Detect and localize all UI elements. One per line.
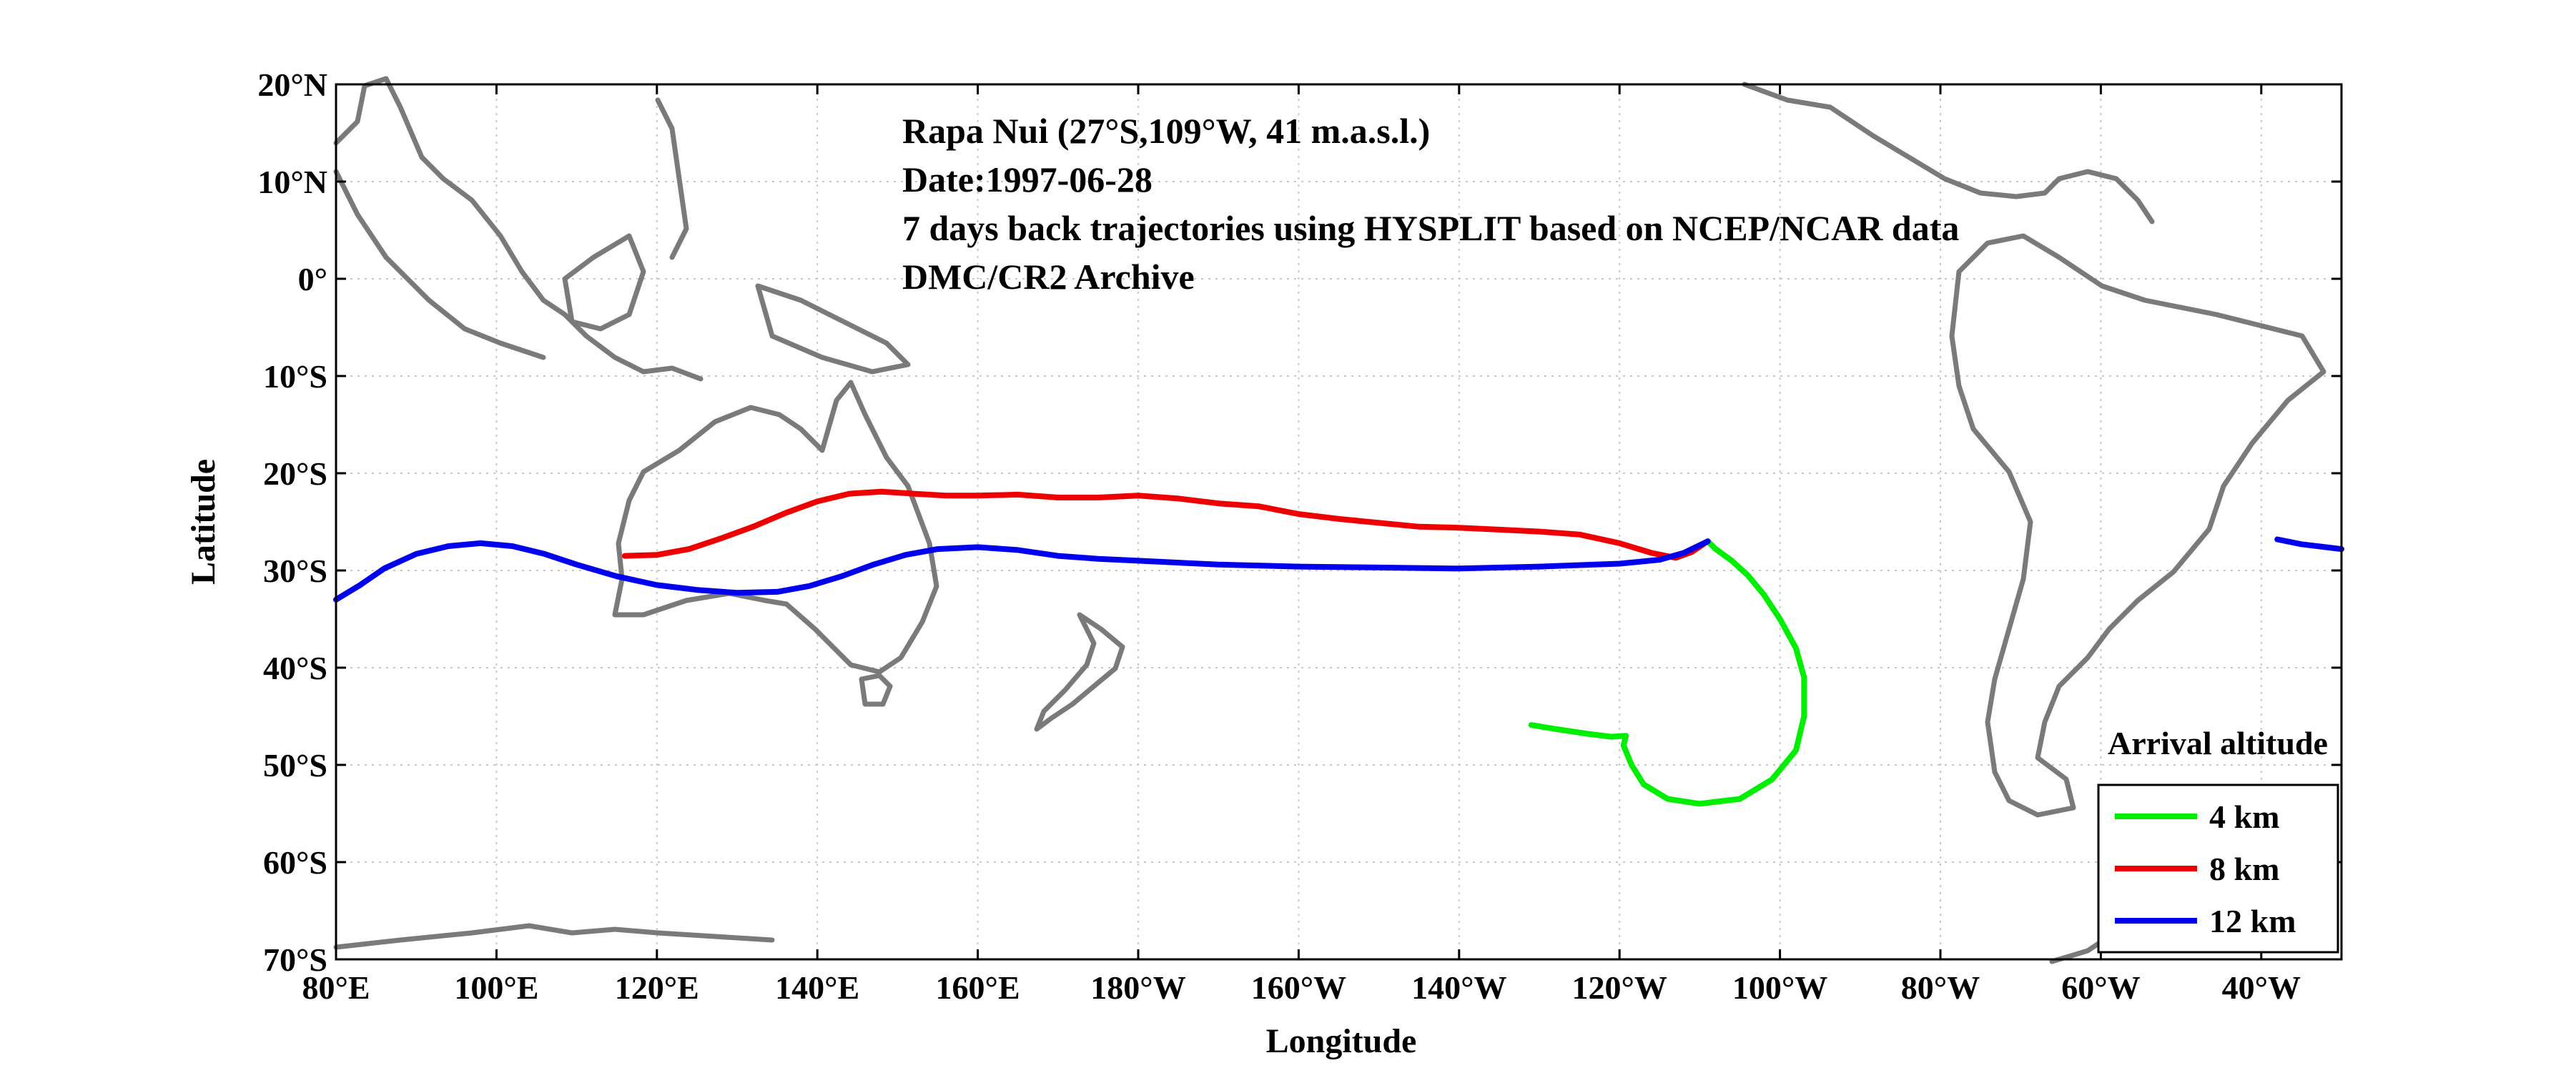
x-tick-label: 120°W [1571,969,1667,1006]
y-axis-label: Latitude [184,459,222,585]
legend-label-4km: 4 km [2209,798,2279,835]
legend: Arrival altitude 4 km 8 km 12 km [2097,725,2339,954]
trajectory-continuation-3 [2274,536,2344,553]
coastlines [333,76,2326,964]
x-tick-label: 100°W [1732,969,1827,1006]
annotation-station: Rapa Nui (27°S,109°W, 41 m.a.s.l.) [902,111,1430,151]
x-tick-label: 80°E [302,969,370,1006]
trajectory-4-km-0 [1528,538,1807,807]
x-axis-label: Longitude [1266,1022,1417,1060]
legend-label-12km: 12 km [2209,903,2296,939]
y-tick-label: 10°S [263,358,327,395]
annotation-method: 7 days back trajectories using HYSPLIT b… [902,208,1959,248]
annotation-date: Date:1997-06-28 [902,159,1153,199]
x-tick-label: 180°W [1090,969,1185,1006]
trajectory-8-km-1 [621,488,1711,561]
x-tick-label: 60°W [2061,969,2140,1006]
trajectory-12-km-2 [333,538,1711,603]
coastline-antarctica [333,923,775,950]
coastline-north-america [1742,81,2155,224]
x-tick-label: 40°W [2222,969,2301,1006]
annotation-archive: DMC/CR2 Archive [902,257,1195,297]
x-tick-label: 140°E [775,969,859,1006]
y-tick-label: 10°N [257,164,327,200]
tick-labels: 80°E 100°E 120°E 140°E 160°E 180°W 160°W 140°W 1… [257,66,2341,1006]
coastline-australia [612,380,939,675]
coastline-new-zealand [1034,612,1125,732]
annotation-block: Rapa Nui (27°S,109°W, 41 m.a.s.l.) Date:… [902,111,1959,297]
y-tick-label: 0° [298,261,327,297]
x-tick-label: 80°W [1901,969,1980,1006]
x-tick-label: 100°E [454,969,538,1006]
x-tick-label: 120°E [615,969,699,1006]
coastline-asia [333,76,704,382]
y-tick-label: 40°S [263,650,327,686]
coastline-philippines [655,97,689,260]
y-tick-label: 50°S [263,747,327,783]
coastline-tasmania [859,673,893,707]
y-tick-label: 70°S [263,941,327,978]
coastline-borneo [562,233,646,332]
axes-frame [335,83,2343,961]
legend-title: Arrival altitude [2108,725,2328,761]
x-tick-label: 140°W [1411,969,1506,1006]
coastline-sumatra [333,169,546,360]
y-tick-label: 30°S [263,553,327,589]
x-tick-label: 160°W [1251,969,1346,1006]
y-tick-label: 20°S [263,455,327,492]
coastline-new-guinea [755,283,911,375]
x-tick-label: 160°E [936,969,1020,1006]
coastline-south-america [1949,233,2326,818]
legend-label-8km: 8 km [2209,851,2279,887]
trajectories [333,488,2344,807]
y-tick-label: 20°N [257,66,327,103]
y-tick-label: 60°S [263,844,327,881]
